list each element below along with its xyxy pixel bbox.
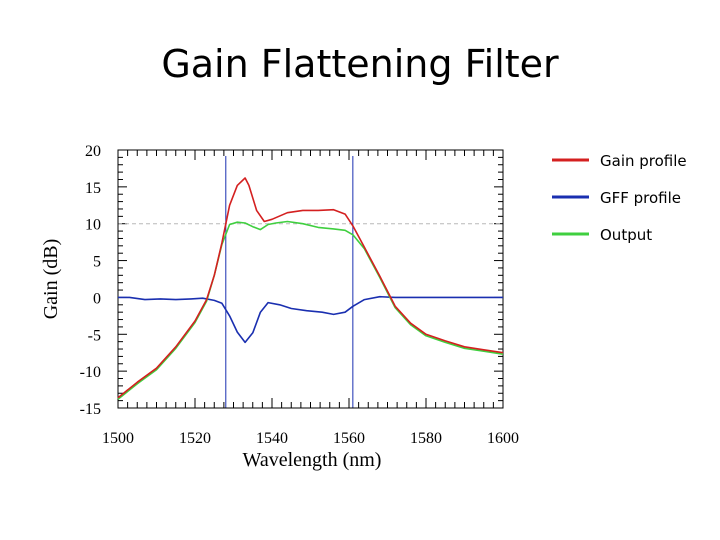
y-tick-label: 15 (85, 180, 101, 197)
legend: Gain profile GFF profile Output (552, 152, 687, 244)
series-line-gff-profile (118, 295, 503, 344)
y-tick-label: -5 (88, 327, 101, 344)
y-tick-label: 20 (85, 143, 101, 160)
x-tick-label: 1500 (102, 430, 134, 447)
legend-label: Gain profile (600, 152, 687, 170)
y-tick-label: 0 (93, 290, 101, 307)
x-tick-label: 1540 (256, 430, 288, 447)
series-line-gain-profile (117, 177, 504, 399)
y-tick-label: -15 (80, 401, 101, 418)
legend-label: GFF profile (600, 189, 681, 207)
slide-title: Gain Flattening Filter (161, 42, 559, 86)
legend-label: Output (600, 226, 652, 244)
plot-area-frame (117, 149, 504, 409)
axis-ticks (117, 149, 504, 409)
x-tick-label: 1520 (179, 430, 211, 447)
x-axis-title: Wavelength (nm) (243, 449, 382, 471)
series-lines (117, 177, 504, 400)
y-tick-label: -10 (80, 364, 101, 381)
x-tick-label: 1560 (333, 430, 365, 447)
y-tick-label: 5 (93, 254, 101, 271)
y-tick-label: 10 (85, 217, 101, 234)
y-axis-title: Gain (dB) (40, 239, 62, 320)
x-tick-label: 1600 (487, 430, 519, 447)
x-tick-label: 1580 (410, 430, 442, 447)
reference-lines (118, 156, 503, 408)
